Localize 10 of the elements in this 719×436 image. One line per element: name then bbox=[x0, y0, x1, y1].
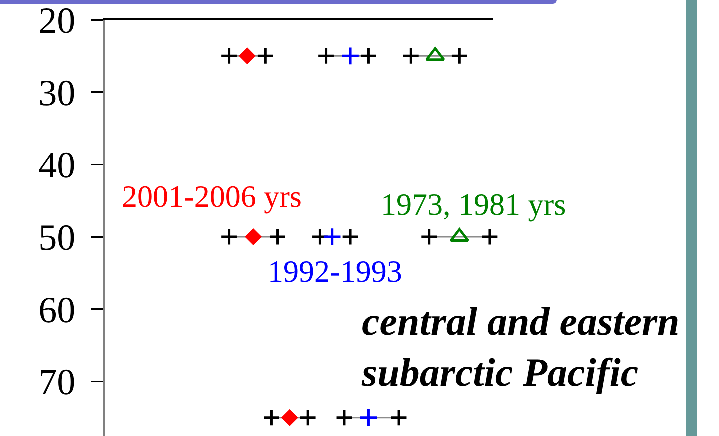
y-tick-label: 70 bbox=[38, 362, 76, 404]
y-tick-label: 20 bbox=[38, 0, 76, 42]
y-tick-label: 50 bbox=[38, 218, 76, 259]
y-tick-label: 30 bbox=[38, 73, 76, 114]
series-label: 1992-1993 bbox=[268, 254, 402, 289]
series-label: 1973, 1981 yrs bbox=[381, 187, 566, 222]
y-tick-label: 40 bbox=[38, 146, 76, 187]
y-tick-label: 60 bbox=[38, 290, 76, 332]
series-label: 2001-2006 yrs bbox=[122, 179, 302, 214]
annotation: central and eastern subarctic Pacific bbox=[362, 298, 681, 397]
